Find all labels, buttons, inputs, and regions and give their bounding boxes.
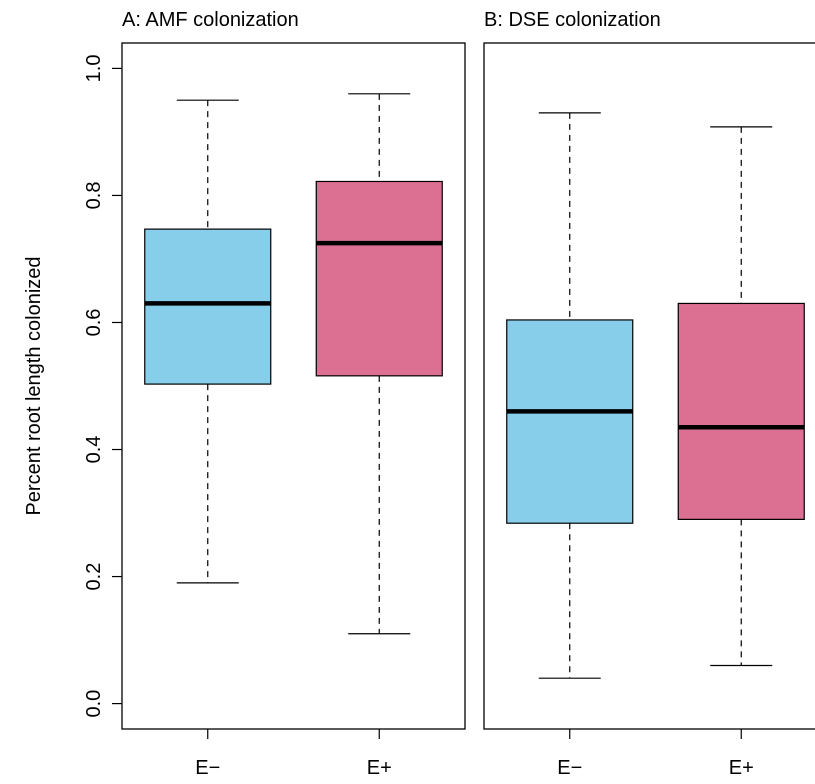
y-tick-label: 1.0 [83,55,105,83]
y-tick-label: 0.2 [83,563,105,591]
panel-title: B: DSE colonization [484,9,661,31]
y-tick-label: 0.0 [83,690,105,718]
x-tick-label: E− [557,757,582,779]
y-tick-label: 0.6 [83,309,105,337]
box-e-minus [144,228,272,385]
x-tick-label: E+ [367,757,392,779]
panel-amf: A: AMF colonization 0.0 0.2 0.4 0.6 0.8 1.0 E−… [83,9,466,779]
box-e-plus [677,302,805,520]
box-e-plus [315,180,443,377]
x-tick-label: E+ [729,757,754,779]
panel-title: A: AMF colonization [122,9,299,31]
panel-dse: B: DSE colonization E− E+ [483,9,815,779]
plot-frame [483,42,815,730]
y-axis-label: Percent root length colonized [23,256,45,515]
y-tick-label: 0.4 [83,436,105,464]
y-tick-label: 0.8 [83,182,105,210]
plot-frame [121,42,466,730]
box-e-minus [506,319,634,524]
x-tick-label: E− [195,757,220,779]
